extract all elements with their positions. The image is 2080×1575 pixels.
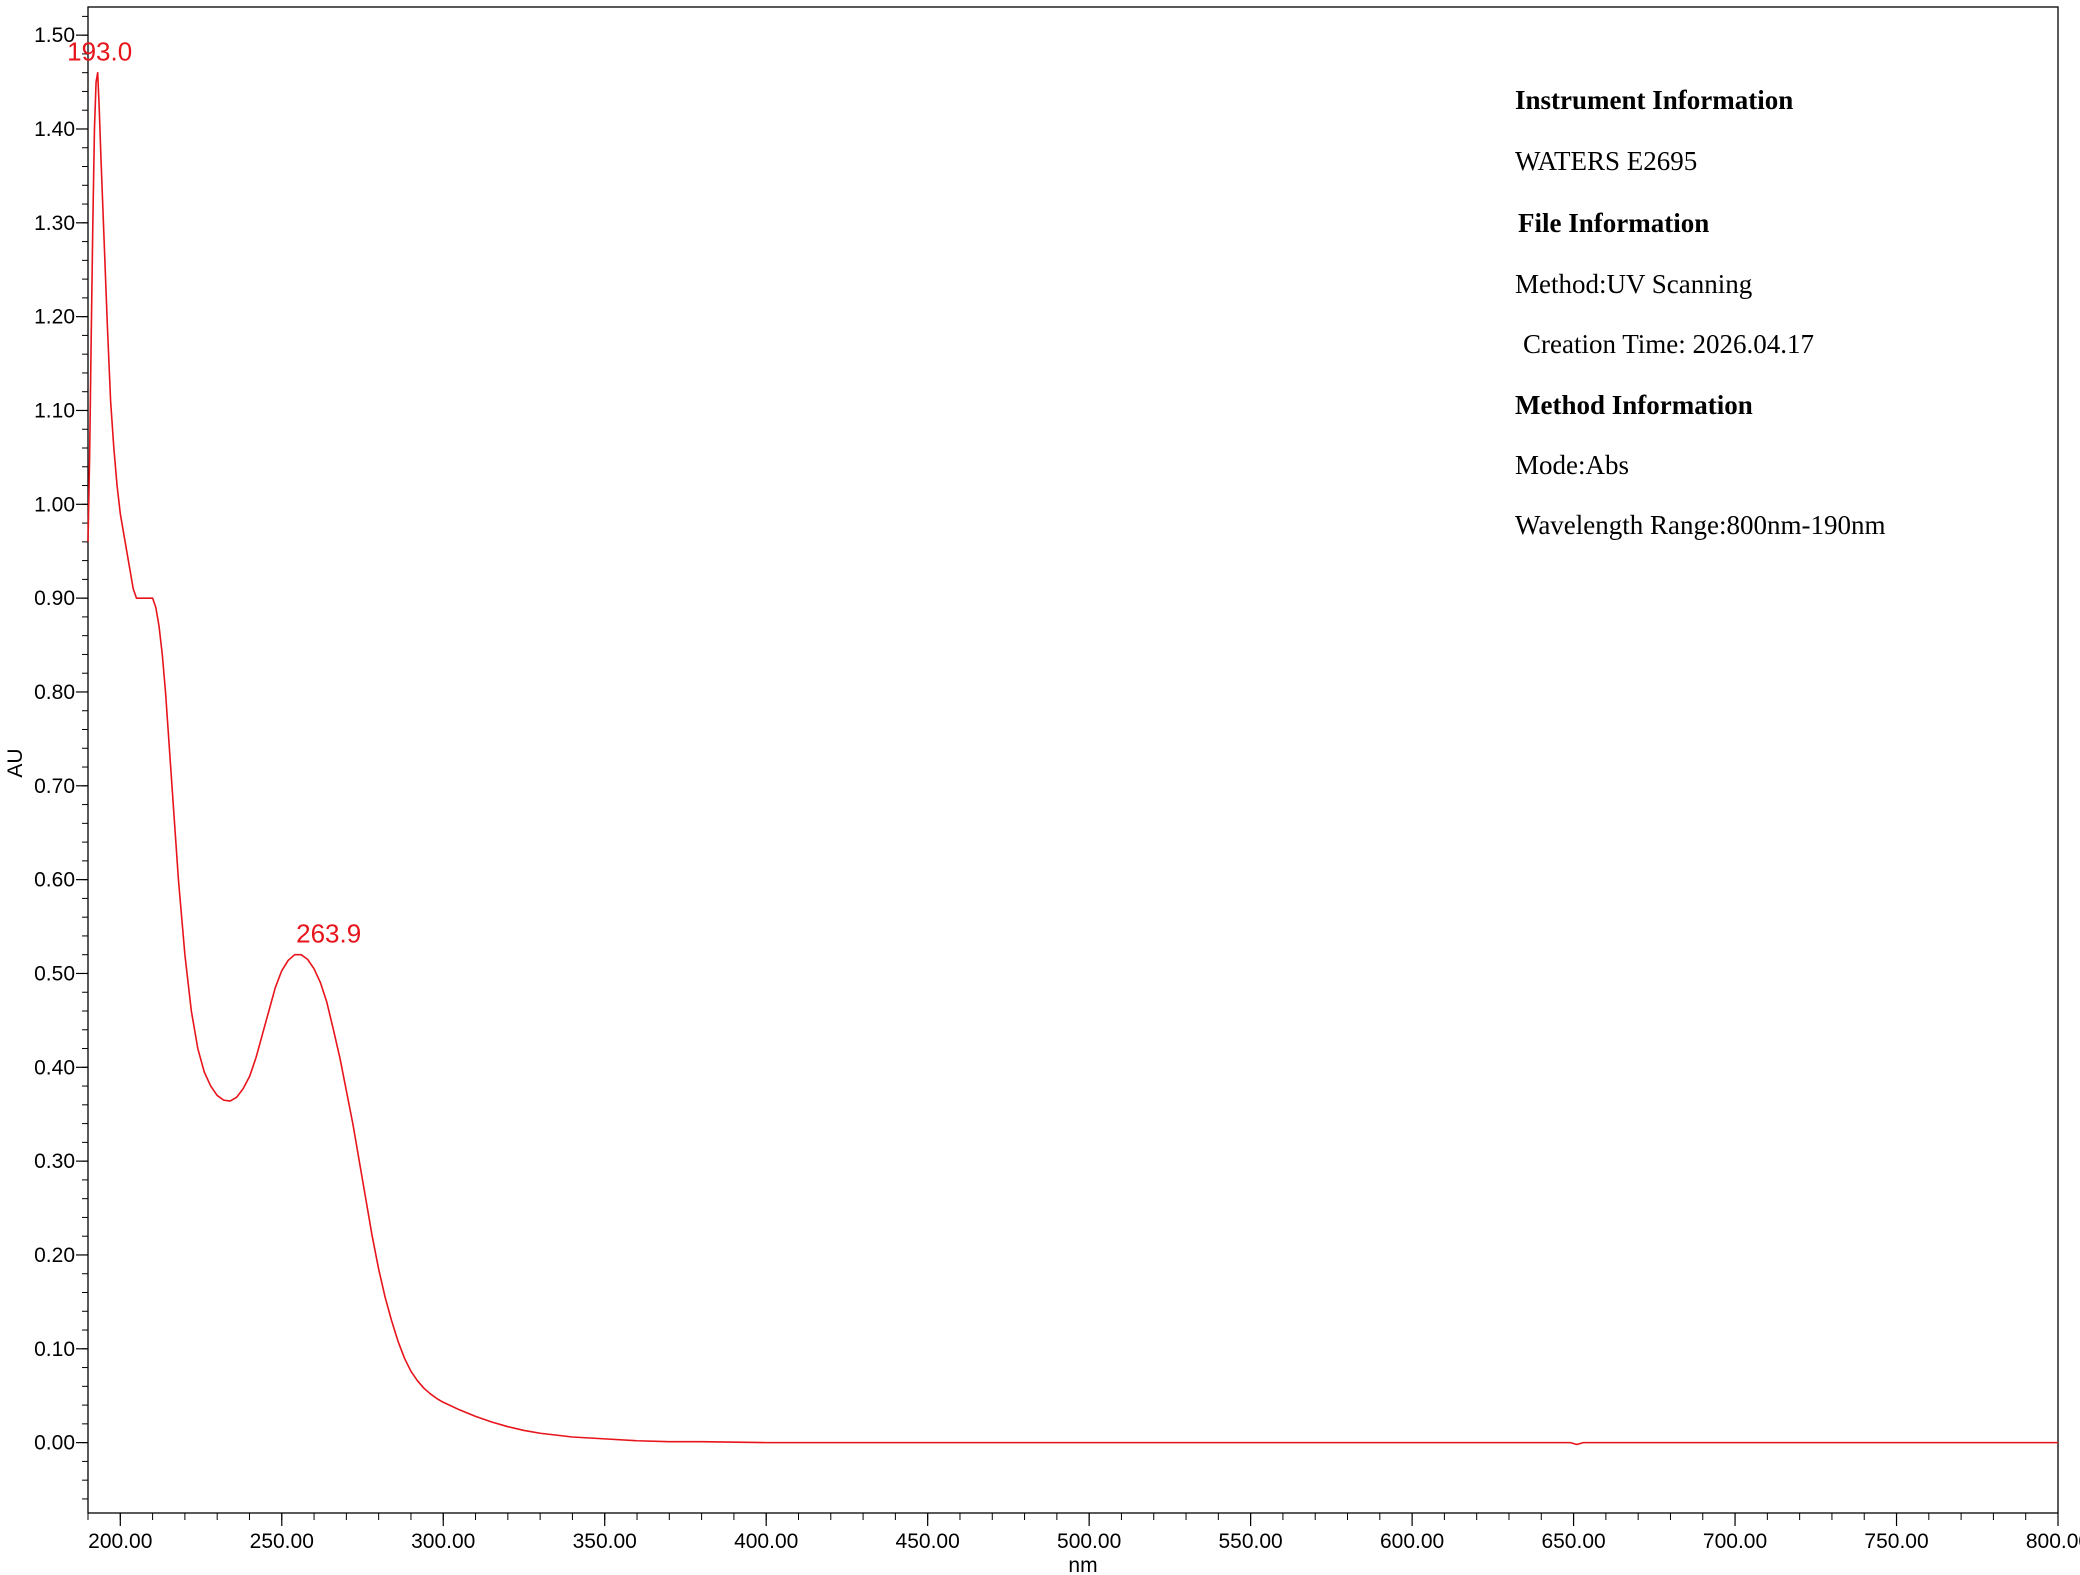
creation-time-line: Creation Time: 2026.04.17	[1523, 329, 1814, 359]
mode-line: Mode:Abs	[1515, 450, 1629, 480]
x-tick-label: 600.00	[1380, 1530, 1444, 1553]
axes: 0.00 0.10 0.20 0.30 0.40 0.50 0.60 0.70 0.80 0.90…	[4, 6, 2080, 1575]
y-tick-label: 1.10	[34, 399, 75, 422]
plot-frame	[87, 6, 2059, 1514]
y-tick-label: 1.00	[34, 493, 75, 516]
instrument-heading: Instrument Information	[1515, 85, 1793, 115]
instrument-name: WATERS E2695	[1515, 146, 1697, 176]
y-axis-title: AU	[4, 748, 27, 777]
annotations: 193.0 263.9	[67, 37, 361, 949]
peak-label: 263.9	[296, 919, 361, 949]
peak-label: 193.0	[67, 37, 132, 67]
y-tick-label: 0.90	[34, 587, 75, 610]
x-tick-label: 250.00	[250, 1530, 314, 1553]
x-tick-label: 500.00	[1057, 1530, 1121, 1553]
x-tick-label: 800.00	[2026, 1530, 2080, 1553]
y-tick-label: 0.70	[34, 775, 75, 798]
x-tick-label: 450.00	[896, 1530, 960, 1553]
x-tick-label: 300.00	[411, 1530, 475, 1553]
y-tick-label: 0.50	[34, 962, 75, 985]
y-tick-label: 0.40	[34, 1056, 75, 1079]
x-tick-label: 550.00	[1219, 1530, 1283, 1553]
x-tick-label: 650.00	[1541, 1530, 1605, 1553]
y-tick-label: 0.20	[34, 1244, 75, 1267]
y-tick-label: 1.50	[34, 24, 75, 47]
y-tick-label: 0.80	[34, 681, 75, 704]
y-tick-label: 0.30	[34, 1150, 75, 1173]
y-tick-label: 1.40	[34, 118, 75, 141]
series-layer	[87, 71, 2058, 1446]
x-tick-label: 750.00	[1864, 1530, 1928, 1553]
y-tick-label: 1.20	[34, 306, 75, 329]
spectrum-line	[87, 71, 2058, 1446]
info-panel: Instrument Information WATERS E2695 File…	[1515, 85, 1886, 540]
x-tick-label: 350.00	[573, 1530, 637, 1553]
y-tick-label: 0.00	[34, 1432, 75, 1455]
y-tick-label: 0.60	[34, 869, 75, 892]
x-tick-label: 700.00	[1703, 1530, 1767, 1553]
x-axis-title: nm	[1068, 1554, 1097, 1575]
y-tick-label: 0.10	[34, 1338, 75, 1361]
wavelength-range-line: Wavelength Range:800nm-190nm	[1515, 510, 1886, 540]
method-heading: Method Information	[1515, 390, 1753, 420]
x-tick-label: 400.00	[734, 1530, 798, 1553]
file-heading: File Information	[1518, 208, 1709, 238]
y-tick-label: 1.30	[34, 212, 75, 235]
method-line: Method:UV Scanning	[1515, 269, 1752, 299]
x-tick-label: 200.00	[88, 1530, 152, 1553]
